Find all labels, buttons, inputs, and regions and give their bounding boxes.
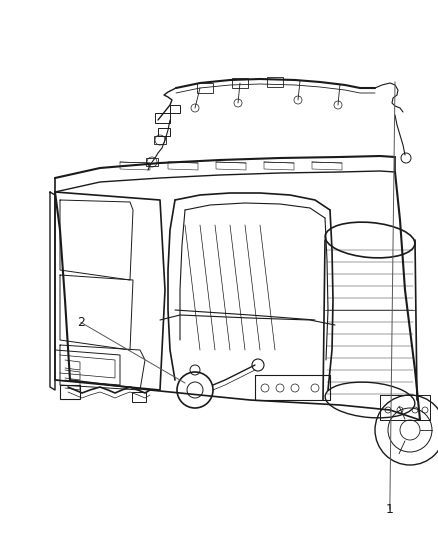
- Text: 1: 1: [386, 503, 394, 515]
- Bar: [158, 128, 170, 136]
- Bar: [267, 77, 283, 87]
- Bar: [232, 78, 248, 88]
- Text: 2: 2: [77, 316, 85, 329]
- Bar: [132, 392, 146, 402]
- Bar: [146, 158, 158, 166]
- Bar: [60, 385, 80, 399]
- Bar: [197, 83, 213, 93]
- Bar: [154, 136, 166, 144]
- Bar: [155, 113, 170, 123]
- Bar: [170, 105, 180, 113]
